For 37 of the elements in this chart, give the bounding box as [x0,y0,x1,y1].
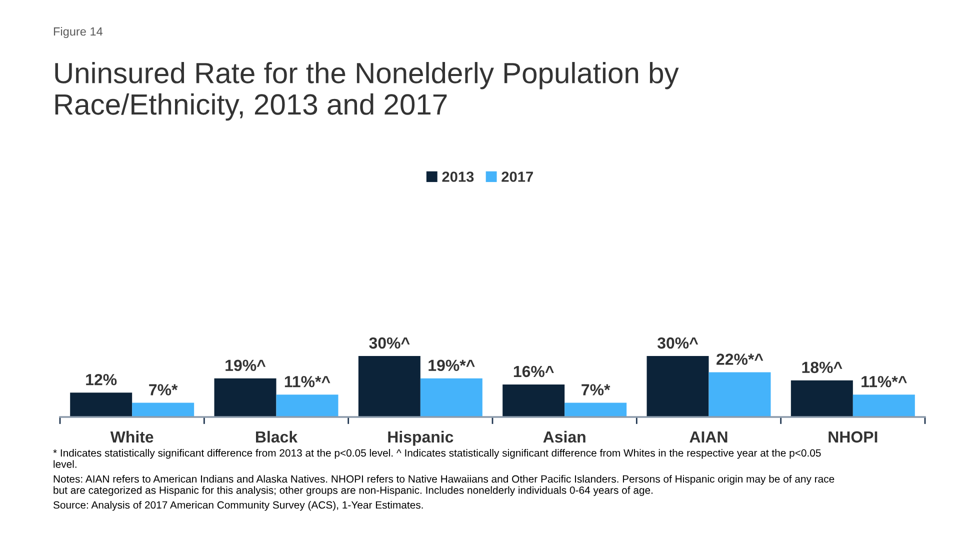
x-tick-label: Black [256,430,298,443]
x-tick-label: Asian [543,430,586,443]
data-label: 7%* [149,384,178,396]
data-label: 16%^ [514,366,554,378]
bar [276,394,338,417]
bar [358,356,420,417]
bar [132,402,194,417]
data-label: 30%^ [657,337,698,349]
legend-label: 2013 [442,172,474,182]
text: Notes: AIAN refers to American Indians and Alaska Natives. NHOPI refers to Native Hawaiians and Other Pacific Islanders. Persons of Hispanic origin may be of any race but are categorized as Hispanic for this analysis; other groups are non-Hispanic. Includes nonelderly individuals 0-64 years of age. [54,475,834,496]
caption: Figure 14 [54,27,103,38]
data-label: 12% [86,374,117,386]
x-tick-label: Hispanic [388,430,454,446]
data-label: 30%^ [369,337,410,349]
x-tick-label: AIAN [690,431,728,442]
data-label: 22%*^ [716,354,764,365]
source-note: Source: Analysis of 2017 American Community Survey (ACS), 1-Year Estimates. [53,501,423,511]
legend-label: 2017 [502,172,533,182]
bar [70,392,132,417]
data-label: 19%*^ [428,360,475,372]
data-label: 19%^ [226,360,266,372]
bar [420,378,482,417]
bar [502,384,565,417]
x-tick-label: White [110,430,154,443]
bar [852,394,915,417]
x-tick-label: NHOPI [828,431,878,443]
text: * Indicates statistically significant difference from 2013 at the p<0.05 level. ^ Indicates statistically significant difference from Whites in the respective year at the p<0.05 level. [53,449,821,468]
chart-title: Uninsured Rate for the Nonelderly Population by Race/Ethnicity, 2013 and 2017 [55,62,679,121]
bar [708,372,771,417]
data-label: 11%*^ [284,376,330,388]
bar [790,380,853,417]
bar [214,378,276,417]
data-label: 18%^ [802,362,842,374]
bar [646,356,709,417]
bar [564,402,627,417]
data-label: 11%*^ [862,376,907,388]
data-label: 7%* [582,384,610,396]
